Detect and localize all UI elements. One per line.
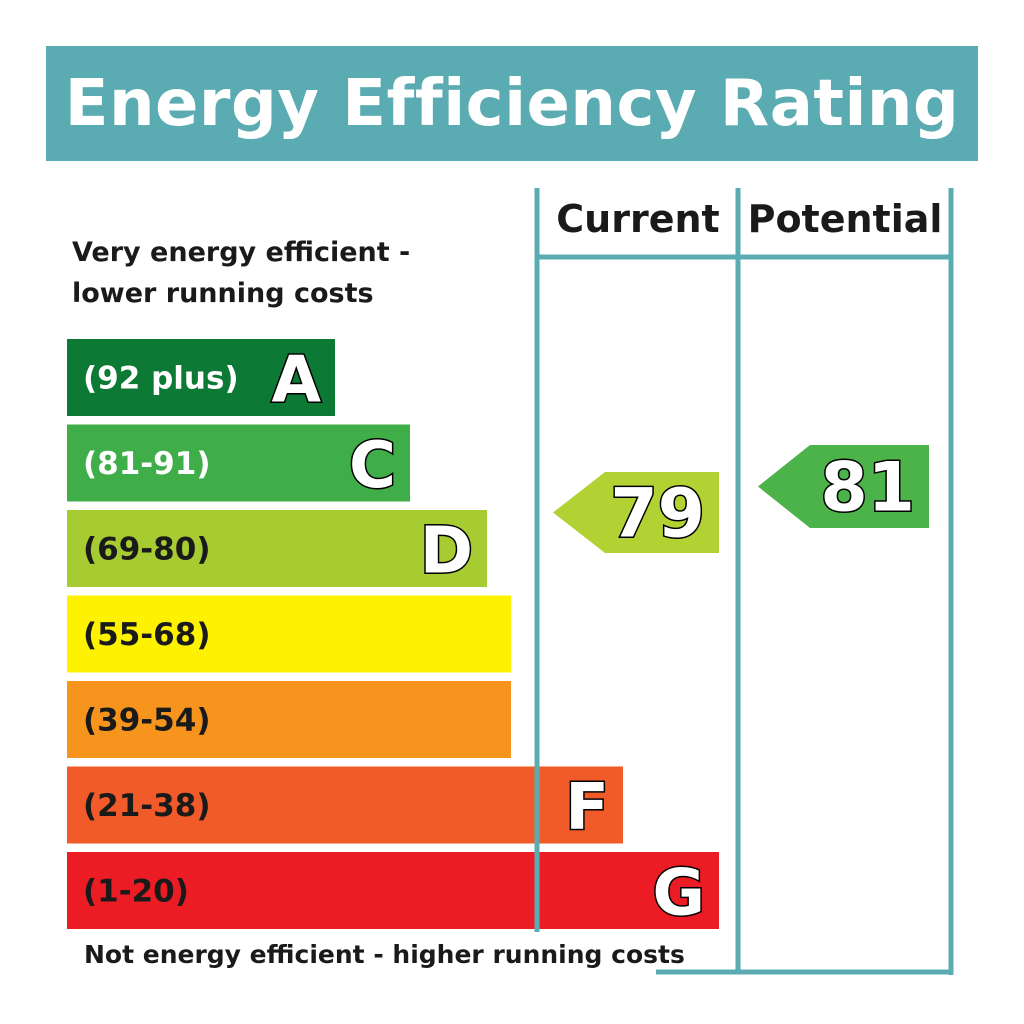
band-d: (69-80) D — [67, 510, 487, 590]
band-letter: G — [652, 857, 705, 931]
band-range-label: (21-38) — [83, 788, 210, 824]
band-bar — [67, 510, 487, 587]
band-letter: F — [565, 771, 609, 845]
band-range-label: (55-68) — [83, 617, 210, 653]
page-title: Energy Efficiency Rating — [64, 66, 960, 141]
current-rating-arrow-value: 79 — [610, 475, 705, 554]
header-banner: Energy Efficiency Rating — [46, 46, 978, 161]
potential-rating-arrow-value: 81 — [820, 449, 915, 528]
band-f: (21-38) F — [67, 766, 623, 847]
rating-columns-frame — [534, 188, 954, 975]
efficient-note: Very energy efficient - lower running co… — [72, 237, 411, 309]
current-rating-arrow-shape — [553, 472, 719, 553]
band-letter: A — [271, 344, 321, 418]
band-bar — [67, 852, 719, 929]
band-a: (92 plus) A — [67, 339, 335, 419]
band-c: (81-91) C — [67, 424, 410, 505]
current-column-header: Current — [556, 197, 720, 241]
band-letter: D — [420, 515, 473, 589]
band-letter: C — [349, 429, 396, 503]
potential-column-header: Potential — [747, 197, 943, 241]
band-range-label: (92 plus) — [83, 361, 239, 397]
band-range-label: (69-80) — [83, 532, 210, 568]
band-row-4: (55-68) — [67, 595, 511, 673]
band-bar — [67, 595, 511, 673]
current-rating-arrow: 79 — [553, 472, 719, 555]
band-bar — [67, 766, 623, 844]
band-row-5: (39-54) — [67, 681, 511, 758]
band-range-label: (1-20) — [83, 874, 189, 910]
band-bar — [67, 424, 410, 502]
potential-rating-arrow-shape — [758, 445, 929, 528]
inefficient-note: Not energy efficient - higher running co… — [84, 940, 685, 969]
band-bar — [67, 339, 335, 416]
band-g: (1-20) G — [67, 852, 719, 932]
band-range-label: (39-54) — [83, 703, 210, 739]
band-bar — [67, 681, 511, 758]
band-range-label: (81-91) — [83, 446, 210, 482]
potential-rating-arrow: 81 — [758, 445, 929, 529]
